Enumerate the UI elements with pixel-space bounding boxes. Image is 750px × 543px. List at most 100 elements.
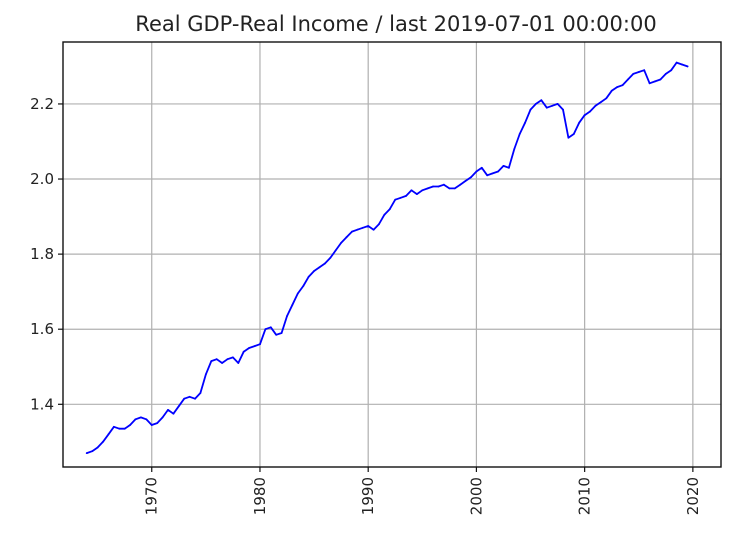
data-point	[410, 189, 413, 192]
data-point	[637, 71, 640, 73]
data-point	[296, 292, 299, 295]
data-point	[145, 418, 148, 421]
data-point	[572, 133, 575, 135]
data-point	[567, 136, 570, 139]
data-point	[221, 362, 224, 364]
data-point	[177, 405, 180, 408]
x-tick-label: 2010	[576, 477, 594, 515]
y-tick-label: 1.4	[30, 395, 54, 413]
series-layer	[85, 61, 689, 455]
data-point	[96, 446, 99, 449]
data-point	[307, 275, 310, 278]
chart-title: Real GDP-Real Income / last 2019-07-01 0…	[135, 12, 656, 36]
grid-lines	[63, 42, 721, 467]
data-point	[134, 418, 137, 421]
data-point	[183, 397, 186, 400]
data-point	[345, 236, 348, 239]
data-point	[453, 187, 456, 190]
data-point	[513, 148, 516, 150]
data-point	[253, 345, 256, 347]
data-point	[524, 121, 526, 124]
data-point	[562, 108, 564, 111]
data-point	[329, 257, 332, 259]
data-point	[448, 187, 451, 190]
data-point	[167, 409, 169, 411]
data-point	[123, 427, 126, 430]
data-point	[367, 225, 370, 227]
data-point	[232, 356, 234, 359]
data-point	[405, 195, 407, 197]
data-point	[600, 101, 602, 103]
y-tick-label: 1.8	[30, 245, 54, 263]
data-point	[205, 373, 207, 376]
data-point	[486, 174, 489, 177]
data-point	[291, 303, 294, 306]
data-point	[670, 69, 673, 72]
data-point	[383, 213, 386, 216]
data-point	[491, 172, 494, 175]
data-point	[508, 166, 510, 169]
data-point	[372, 228, 375, 231]
data-point	[264, 328, 267, 331]
data-point	[432, 185, 434, 188]
data-point	[280, 332, 283, 334]
data-point	[556, 103, 559, 105]
y-tick-label: 1.6	[30, 320, 54, 338]
data-point	[627, 78, 629, 81]
data-point	[621, 84, 624, 87]
data-point	[356, 228, 359, 231]
data-point	[334, 249, 337, 252]
data-point	[421, 189, 424, 192]
series-line	[85, 61, 689, 455]
data-point	[351, 230, 353, 233]
data-point	[85, 452, 88, 454]
data-point	[426, 187, 429, 190]
data-point	[107, 433, 110, 436]
x-tick-label: 2000	[467, 477, 485, 515]
data-point	[394, 198, 397, 201]
data-point	[275, 333, 278, 336]
data-point	[91, 450, 94, 453]
data-point	[583, 114, 586, 117]
data-point	[324, 262, 326, 265]
data-point	[194, 397, 196, 400]
data-point	[643, 69, 646, 72]
data-point	[551, 104, 554, 107]
data-point	[589, 110, 591, 113]
data-point	[210, 360, 213, 362]
data-point	[161, 416, 164, 419]
data-point	[437, 185, 440, 188]
x-tick-label: 1990	[359, 477, 377, 515]
data-point	[215, 358, 218, 361]
data-point	[286, 315, 288, 317]
data-point	[242, 350, 245, 353]
data-point	[578, 121, 581, 124]
data-point	[648, 82, 651, 85]
x-tick-label: 1970	[143, 477, 161, 515]
data-point	[269, 326, 272, 329]
x-tick-label: 1980	[251, 477, 269, 515]
data-point	[172, 412, 175, 415]
data-point	[632, 73, 635, 75]
data-point	[594, 104, 597, 107]
axis-ticks: 1970 1980 1990 2000 2010 2020 1.4 1.6 1.8 2.0 2.2	[30, 95, 702, 515]
data-point	[664, 73, 667, 75]
data-point	[605, 97, 608, 100]
data-point	[443, 183, 445, 186]
data-point	[129, 424, 132, 426]
data-point	[188, 395, 191, 398]
data-point	[675, 61, 678, 64]
data-point	[518, 133, 521, 135]
data-point	[259, 343, 261, 346]
data-point	[102, 440, 104, 443]
data-point	[150, 424, 153, 426]
data-point	[535, 103, 537, 105]
data-point	[502, 165, 505, 167]
data-point	[497, 170, 499, 173]
data-point	[361, 226, 364, 229]
data-point	[686, 65, 689, 68]
data-point	[540, 99, 543, 102]
data-point	[681, 63, 683, 66]
x-tick-label: 2020	[684, 477, 702, 515]
